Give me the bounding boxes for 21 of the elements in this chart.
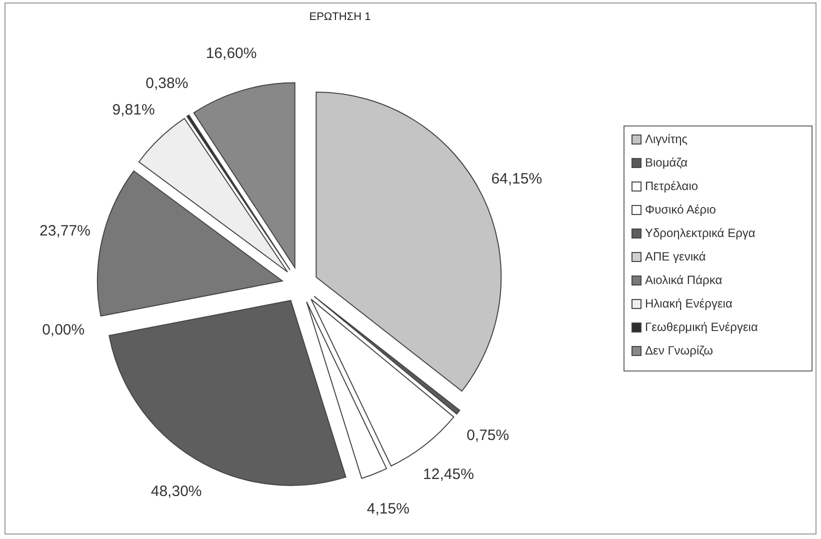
legend-label: Δεν Γνωρίζω: [645, 344, 714, 358]
data-label: 23,77%: [40, 222, 90, 240]
legend-label: Υδροηλεκτρικά Εργα: [645, 226, 756, 240]
data-label: 0,75%: [466, 426, 510, 444]
legend-label: Φυσικό Αέριο: [645, 202, 716, 217]
legend-label: Αιολικά Πάρκα: [645, 273, 722, 288]
legend-label: Βιομάζα: [645, 156, 688, 170]
data-label: 4,15%: [366, 500, 410, 518]
legend-label: Λιγνίτης: [645, 132, 688, 146]
data-label: 64,15%: [491, 170, 542, 188]
data-label: 0,38%: [146, 75, 188, 92]
data-label: 12,45%: [423, 466, 474, 483]
text: 0,00%: [42, 322, 85, 339]
chart-title: ΕΡΩΤΗΣΗ 1: [309, 11, 371, 23]
legend-label: Ηλιακή Ενέργεια: [645, 296, 732, 311]
legend-label: Γεωθερμική Ενέργεια: [645, 320, 758, 334]
legend-label: Πετρέλαιο: [645, 179, 698, 194]
data-label: 48,30%: [150, 482, 202, 500]
legend-label: ΑΠΕ γενικά: [645, 250, 706, 264]
data-label: 16,60%: [206, 44, 257, 62]
data-label: 9,81%: [112, 102, 155, 119]
